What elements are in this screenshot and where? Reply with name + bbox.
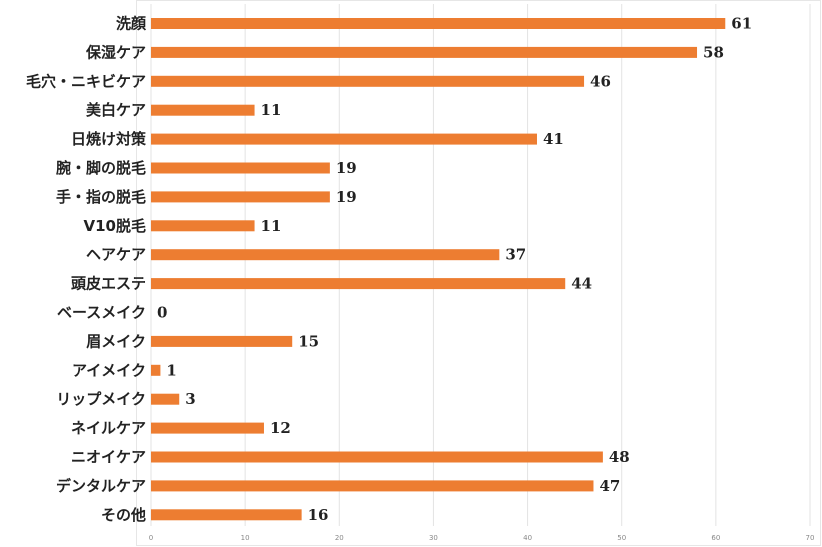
data-label: 61 <box>731 15 752 33</box>
bar <box>151 451 603 463</box>
data-label: 12 <box>270 419 291 437</box>
category-label: ネイルケア <box>71 419 146 437</box>
category-label: V10脱毛 <box>84 217 146 235</box>
data-label: 19 <box>336 188 357 206</box>
bar <box>151 75 585 87</box>
data-label: 48 <box>609 448 630 466</box>
data-label: 11 <box>261 101 282 119</box>
x-tick-label: 60 <box>711 534 720 542</box>
data-label: 19 <box>336 159 357 177</box>
bar <box>151 191 330 203</box>
x-tick-label: 50 <box>617 534 626 542</box>
category-label: 日焼け対策 <box>71 130 147 148</box>
x-tick-label: 20 <box>335 534 344 542</box>
category-label: リップメイク <box>56 390 146 408</box>
data-label: 58 <box>703 43 724 61</box>
data-label: 1 <box>166 361 176 379</box>
x-tick-label: 70 <box>806 534 815 542</box>
bar <box>151 364 161 376</box>
data-label: 0 <box>157 304 167 322</box>
bar <box>151 46 698 58</box>
x-tick-label: 10 <box>241 534 250 542</box>
data-label: 44 <box>571 275 592 293</box>
category-label: 眉メイク <box>86 332 146 350</box>
bar <box>151 104 255 116</box>
category-label: 腕・脚の脱毛 <box>56 159 146 177</box>
category-label: 頭皮エステ <box>71 275 146 293</box>
category-label: デンタルケア <box>56 477 146 495</box>
bar <box>151 335 293 347</box>
data-label: 41 <box>543 130 564 148</box>
category-label: 保湿ケア <box>85 43 146 61</box>
category-label: ニオイケア <box>71 448 146 466</box>
bar <box>151 278 566 290</box>
category-label: 手・指の脱毛 <box>56 188 146 206</box>
category-label: その他 <box>101 506 146 524</box>
category-label: 洗顔 <box>116 15 147 33</box>
bar <box>151 18 726 29</box>
data-label: 16 <box>308 506 329 524</box>
category-label: 美白ケア <box>86 101 146 119</box>
bar <box>151 509 302 521</box>
data-label: 3 <box>185 390 195 408</box>
bar <box>151 133 537 145</box>
category-label: 毛穴・ニキビケア <box>26 72 146 90</box>
x-tick-label: 40 <box>523 534 532 542</box>
category-label: ベースメイク <box>57 304 146 322</box>
data-label: 11 <box>261 217 282 235</box>
bar <box>151 162 330 174</box>
data-label: 46 <box>590 72 611 90</box>
bar <box>151 422 264 434</box>
category-label: ヘアケア <box>86 246 146 264</box>
bar <box>151 220 255 232</box>
category-label: アイメイク <box>72 361 146 379</box>
data-label: 15 <box>298 332 319 350</box>
data-label: 47 <box>599 477 620 495</box>
x-tick-label: 30 <box>429 534 438 542</box>
bar <box>151 480 594 492</box>
bar <box>151 393 180 405</box>
x-tick-label: 0 <box>149 534 153 542</box>
data-label: 37 <box>505 246 526 264</box>
bar <box>151 249 500 261</box>
